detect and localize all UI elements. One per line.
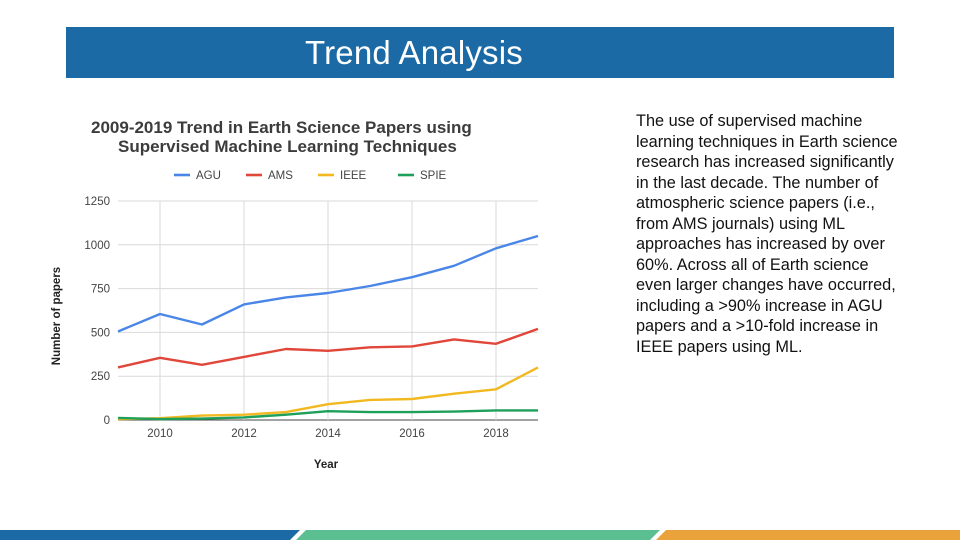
chart-title-line-2: Supervised Machine Learning Techniques (118, 137, 457, 156)
x-tick-label-2010: 2010 (147, 428, 173, 440)
footer-segment-blue (0, 530, 300, 540)
chart-grid (118, 200, 538, 421)
slide-title: Trend Analysis (304, 33, 523, 71)
legend-label-spie: SPIE (420, 170, 447, 182)
footer-segment-orange (656, 530, 960, 540)
series-line-spie (117, 409, 538, 421)
y-tick-label-500: 500 (91, 327, 110, 339)
footer-segment-green (296, 530, 660, 540)
footer-stripe (0, 530, 960, 540)
y-tick-label-1250: 1250 (84, 196, 110, 208)
chart-title-line-1: 2009-2019 Trend in Earth Science Papers … (91, 118, 472, 137)
legend-label-ams: AMS (268, 170, 293, 182)
x-tick-label-2016: 2016 (399, 428, 425, 440)
chart-ticks: 0 250 500 750 1000 1250 2010 2012 2014 2016 2018 (84, 196, 508, 440)
y-tick-label-250: 250 (91, 371, 110, 383)
x-tick-label-2014: 2014 (315, 428, 341, 440)
chart-series (117, 234, 539, 421)
y-tick-label-750: 750 (91, 284, 110, 296)
y-axis-label: Number of papers (51, 267, 63, 365)
legend-label-agu: AGU (196, 170, 221, 182)
x-axis-label: Year (314, 459, 339, 471)
title-bar: Trend Analysis (66, 27, 894, 78)
y-tick-label-1000: 1000 (84, 240, 110, 252)
legend-label-ieee: IEEE (340, 170, 367, 182)
x-tick-label-2012: 2012 (231, 428, 257, 440)
line-chart: 2009-2019 Trend in Earth Science Papers … (44, 106, 550, 476)
series-line-ams (117, 327, 539, 369)
slide-body-text: The use of supervised machine learning t… (636, 112, 898, 356)
x-tick-label-2018: 2018 (483, 428, 509, 440)
chart-svg: 2009-2019 Trend in Earth Science Papers … (51, 118, 539, 471)
series-line-ieee (117, 366, 539, 421)
y-tick-label-0: 0 (104, 415, 110, 427)
chart-legend: AGU AMS IEEE SPIE (174, 170, 447, 182)
series-line-agu (117, 234, 539, 333)
